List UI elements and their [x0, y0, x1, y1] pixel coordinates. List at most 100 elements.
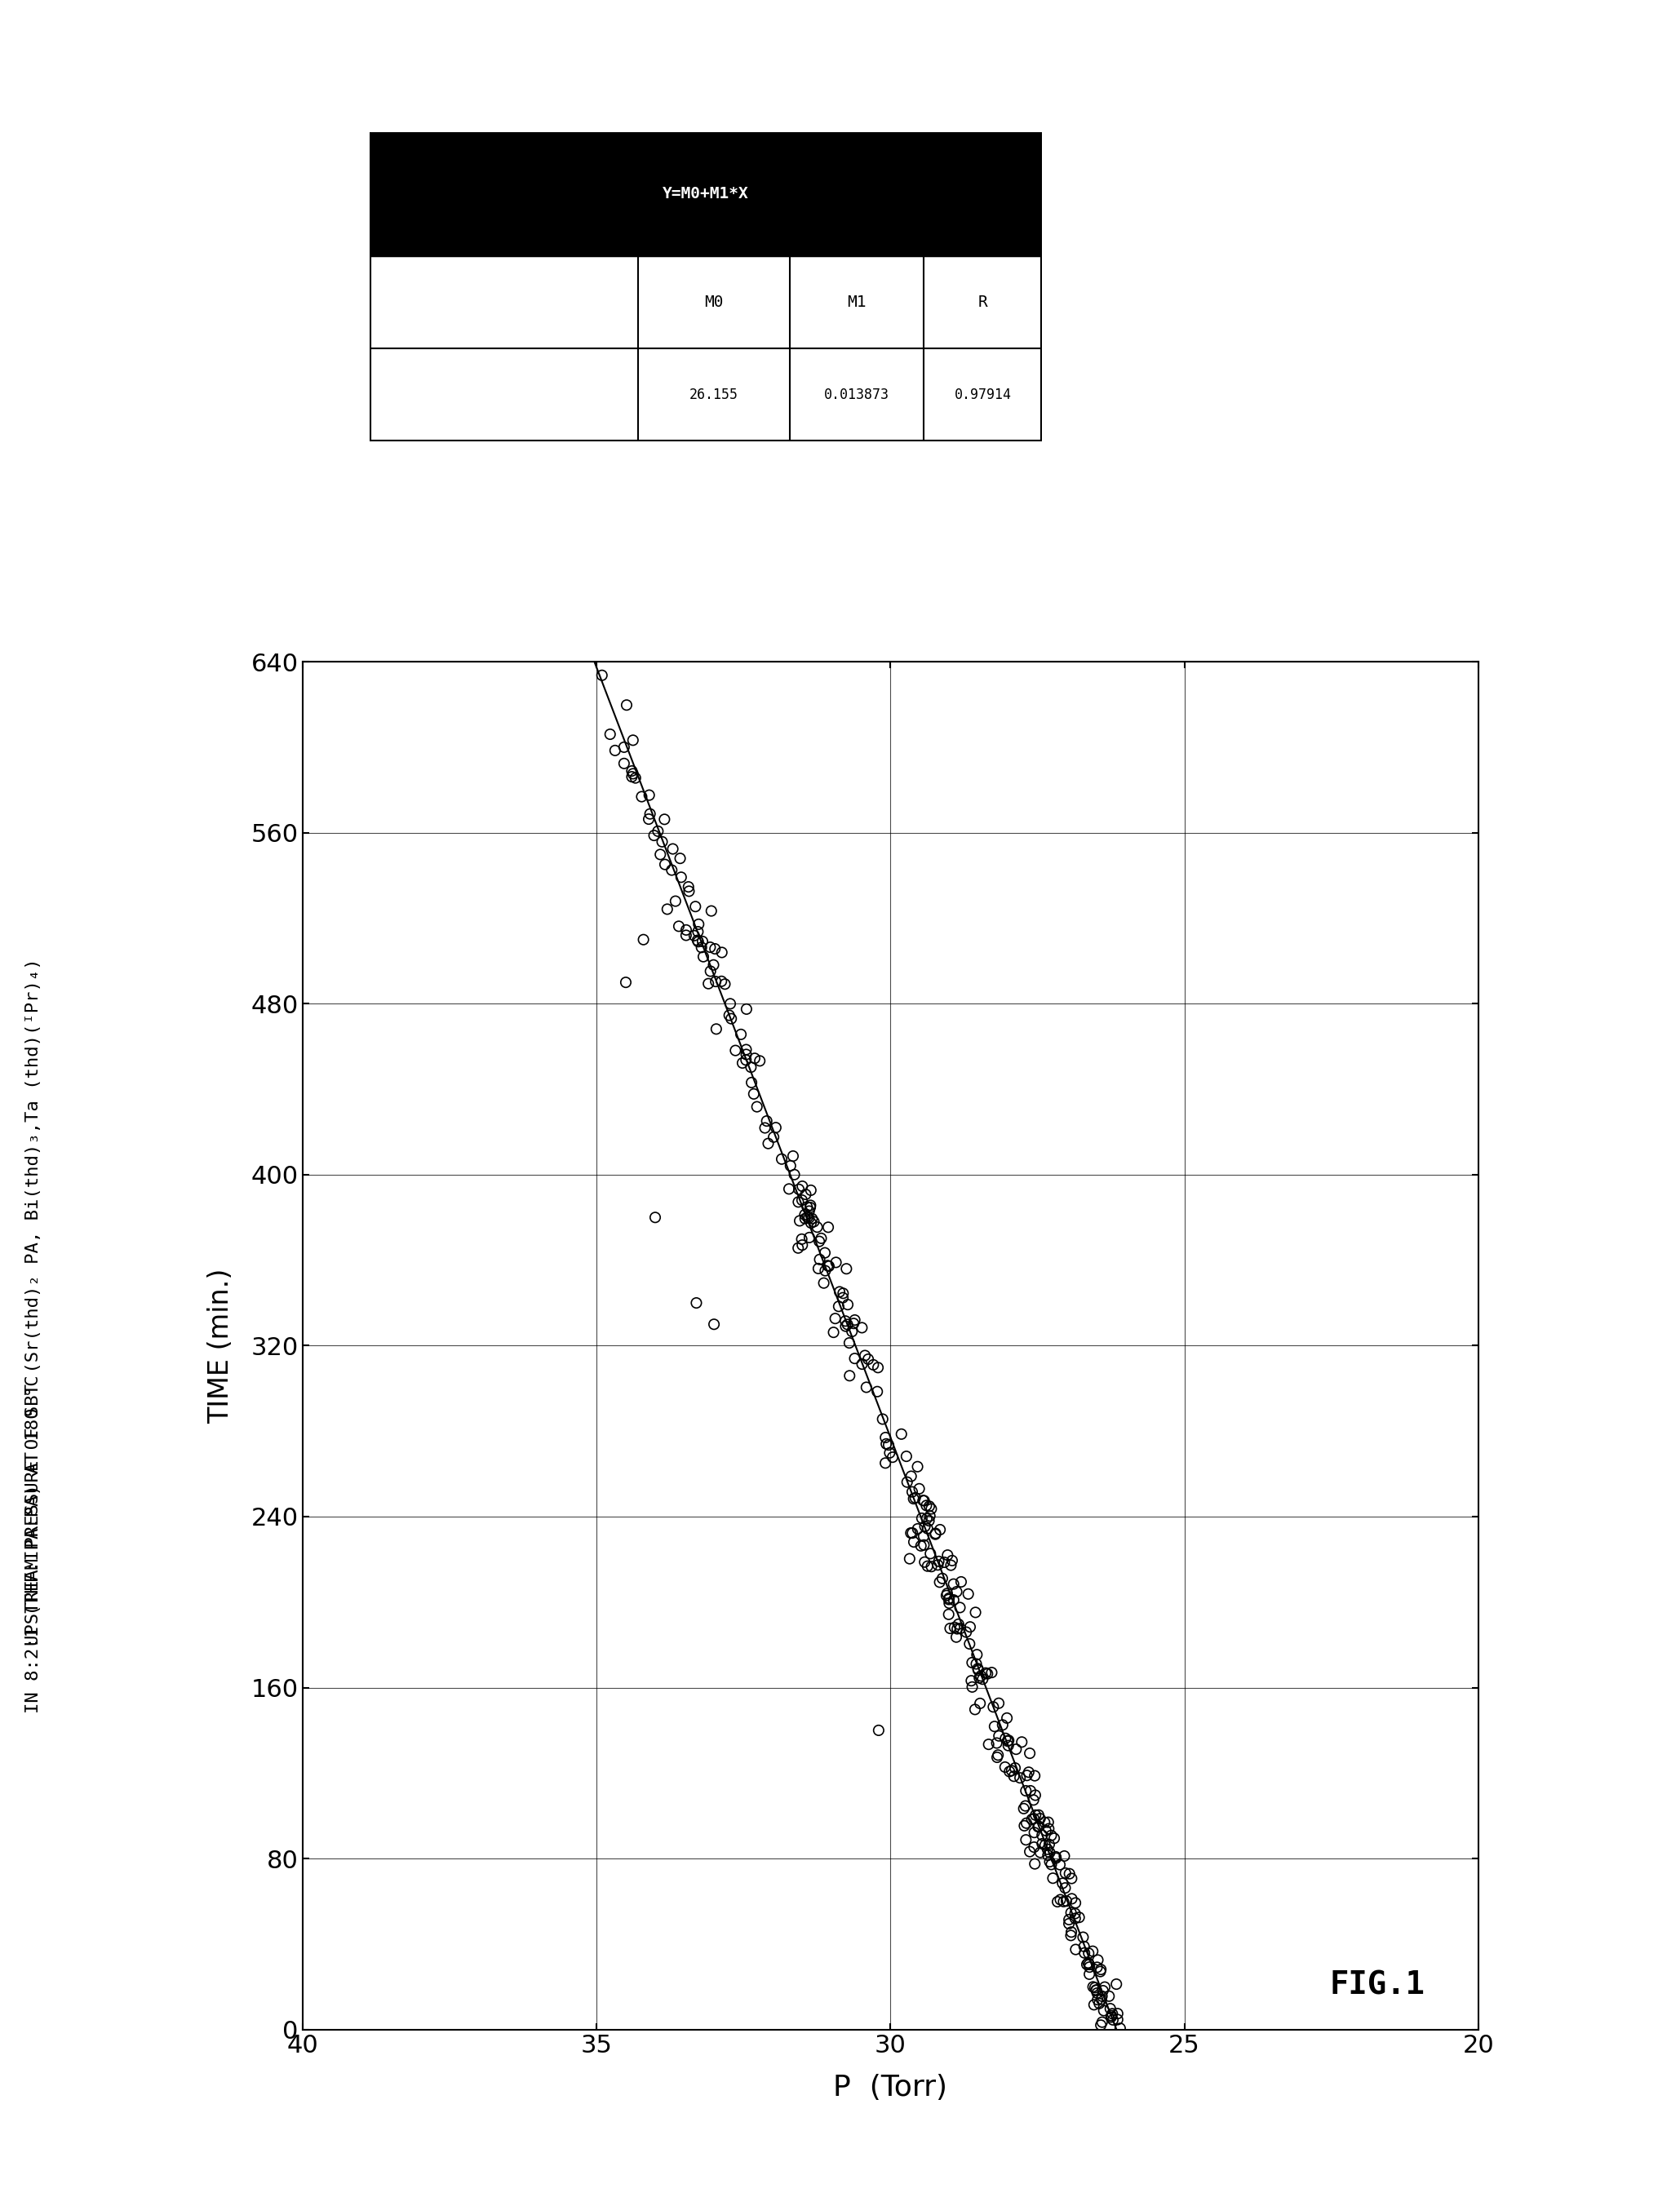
Point — [966, 1661, 993, 1696]
Point — [1025, 1809, 1052, 1844]
Point — [981, 1710, 1008, 1745]
Point — [1062, 1895, 1089, 1930]
Point — [1062, 1902, 1089, 1937]
Point — [1104, 1996, 1131, 2032]
Point — [917, 1491, 944, 1527]
Point — [667, 840, 694, 876]
Point — [914, 1549, 941, 1584]
Point — [620, 757, 647, 792]
Point — [1043, 1840, 1070, 1875]
Point — [729, 1046, 756, 1081]
Point — [1084, 1974, 1110, 2010]
Text: 0.97914: 0.97914 — [954, 388, 1011, 401]
Point — [701, 1306, 727, 1341]
Point — [894, 1465, 921, 1500]
Point — [909, 1482, 936, 1518]
Point — [702, 964, 729, 999]
Point — [1040, 1860, 1067, 1895]
Point — [796, 1189, 823, 1224]
Point — [1013, 1805, 1040, 1840]
Point — [1077, 1950, 1104, 1985]
Point — [672, 913, 699, 949]
Point — [904, 1511, 931, 1546]
Point — [837, 1359, 864, 1394]
Point — [936, 1582, 963, 1617]
Point — [1037, 1827, 1063, 1862]
Point — [902, 1480, 929, 1516]
Point — [983, 1725, 1010, 1760]
Point — [815, 1249, 842, 1284]
Point — [1087, 1955, 1114, 1990]
Point — [675, 874, 702, 909]
Point — [978, 1654, 1005, 1690]
Point — [1058, 1915, 1085, 1950]
Point — [897, 1516, 924, 1551]
Point — [790, 1227, 816, 1262]
Point — [959, 1646, 986, 1681]
Point — [1104, 2003, 1131, 2038]
Point — [914, 1500, 941, 1535]
Point — [1090, 1992, 1117, 2027]
Point — [751, 1110, 778, 1145]
Point — [1099, 1996, 1126, 2032]
Point — [924, 1546, 951, 1582]
Point — [827, 1275, 853, 1310]
Point — [1013, 1758, 1040, 1793]
Point — [806, 1224, 833, 1260]
Point — [941, 1566, 968, 1602]
Point — [835, 1286, 862, 1321]
Point — [1075, 1935, 1102, 1970]
Point — [1052, 1855, 1079, 1891]
Point — [929, 1562, 956, 1597]
Point — [832, 1308, 858, 1343]
Point — [969, 1661, 996, 1696]
Point — [1028, 1827, 1055, 1862]
Point — [732, 1032, 759, 1068]
Point — [1037, 1844, 1063, 1880]
Point — [796, 1200, 823, 1235]
Point — [810, 1266, 837, 1302]
Point — [791, 1198, 818, 1233]
Point — [820, 1315, 847, 1350]
Point — [984, 1741, 1011, 1776]
Point — [659, 832, 685, 867]
Point — [689, 929, 716, 964]
Point — [837, 1326, 864, 1361]
Point — [906, 1471, 932, 1507]
Point — [946, 1591, 973, 1626]
Point — [798, 1174, 825, 1209]
Point — [944, 1610, 971, 1646]
Point — [776, 1171, 803, 1207]
Point — [796, 1220, 823, 1255]
Point — [610, 730, 637, 765]
Point — [612, 964, 638, 999]
Point — [697, 929, 724, 964]
Point — [931, 1544, 958, 1579]
Point — [811, 1235, 838, 1271]
Point — [964, 1650, 991, 1685]
Point — [1043, 1884, 1070, 1919]
Point — [781, 1156, 808, 1191]
Point — [1090, 1972, 1117, 2007]
Point — [1089, 2005, 1116, 2041]
Point — [848, 1346, 875, 1381]
Point — [917, 1498, 944, 1533]
Point — [702, 931, 729, 966]
Point — [1021, 1798, 1048, 1833]
Point — [1055, 1906, 1082, 1941]
Point — [1087, 1952, 1114, 1988]
Point — [1058, 1862, 1085, 1897]
Point — [963, 1646, 990, 1681]
Point — [1084, 1950, 1110, 1985]
Point — [1010, 1791, 1037, 1827]
Point — [684, 913, 711, 949]
Point — [1003, 1732, 1030, 1767]
Point — [1037, 1835, 1063, 1871]
Point — [936, 1586, 963, 1621]
Text: 0.013873: 0.013873 — [825, 388, 889, 401]
Point — [852, 1337, 879, 1372]
Point — [1047, 1882, 1074, 1917]
Point — [995, 1723, 1021, 1758]
Point — [622, 761, 648, 796]
Point — [1020, 1800, 1047, 1835]
